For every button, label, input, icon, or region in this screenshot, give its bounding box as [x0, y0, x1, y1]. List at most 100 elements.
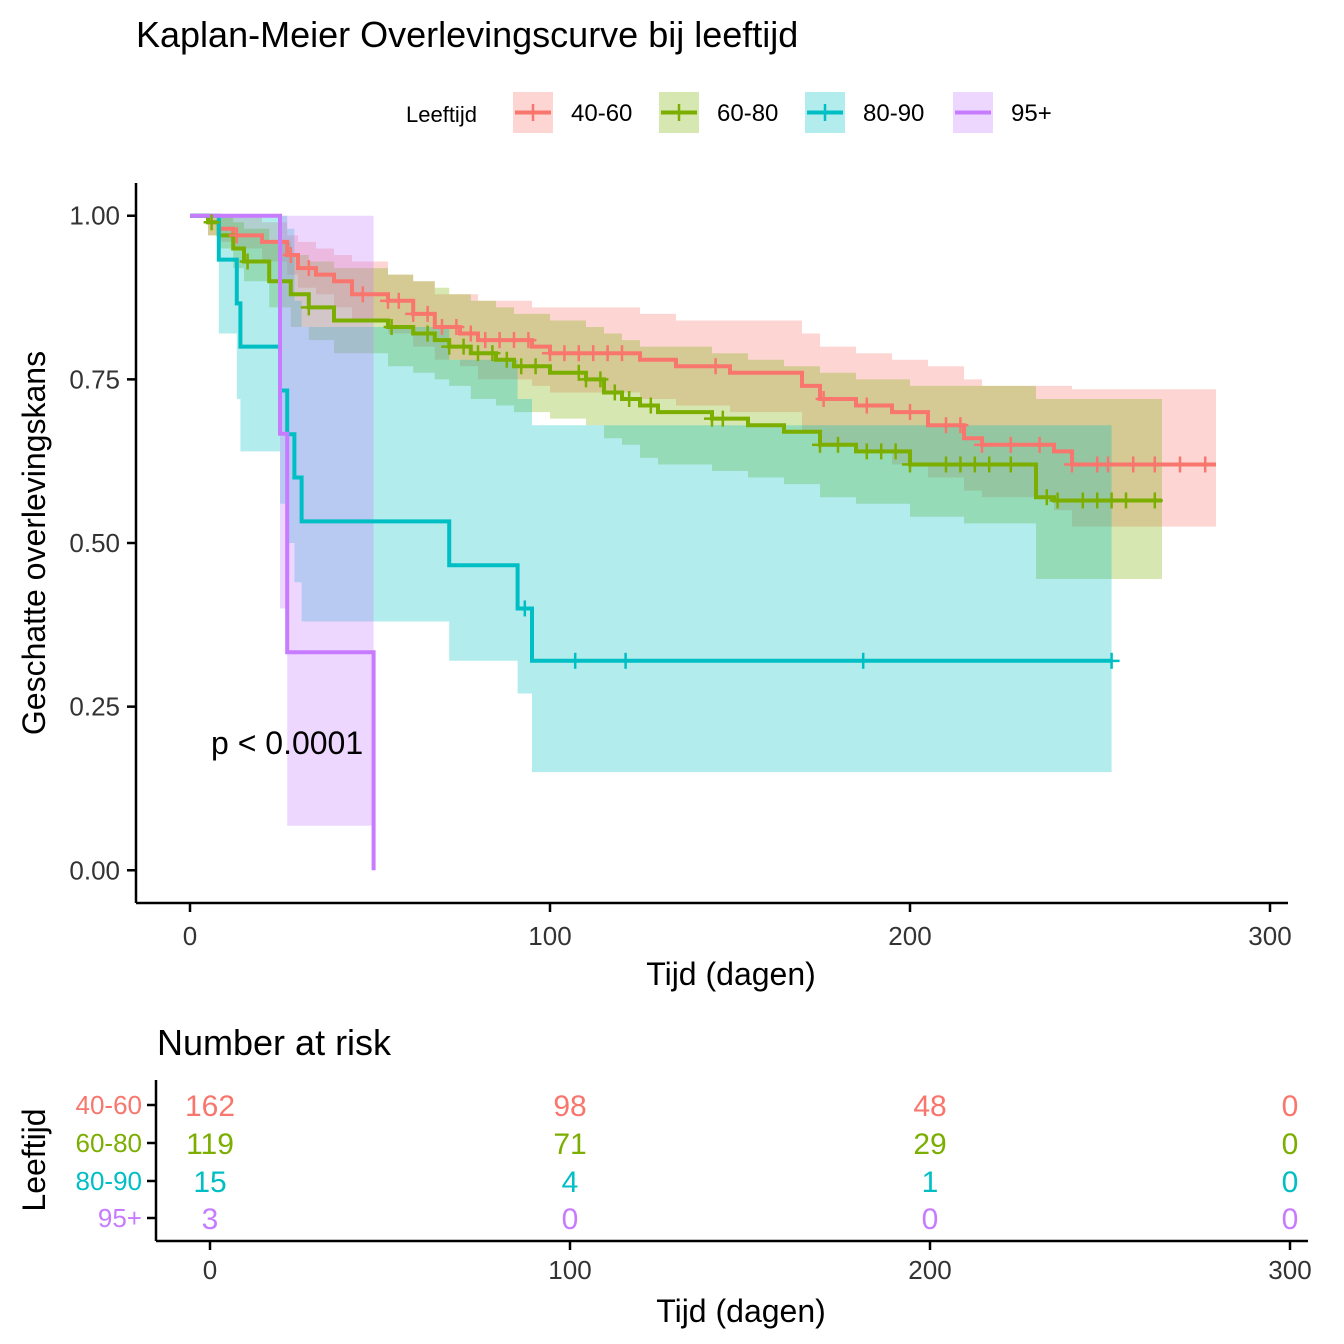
legend-label: 80-90	[863, 100, 924, 127]
risk-row-label: 40-60	[76, 1090, 143, 1120]
risk-cell: 0	[1282, 1166, 1299, 1199]
risk-cell: 0	[922, 1203, 939, 1236]
censor-mark-60-80	[470, 345, 486, 362]
censor-mark-60-80	[858, 443, 875, 460]
risk-cell: 0	[1282, 1128, 1299, 1161]
risk-x-tick-label: 200	[908, 1255, 951, 1285]
censor-mark-60-80	[1049, 492, 1066, 509]
risk-table-title: Number at risk	[157, 1022, 392, 1063]
censor-mark-60-80	[592, 371, 609, 388]
legend-entry: 60-80	[659, 92, 778, 133]
censor-mark-40-60	[1064, 456, 1080, 473]
band-80-90	[190, 215, 1112, 773]
censor-mark-60-80	[902, 456, 918, 473]
y-axis-label: Geschatte overlevingskans	[16, 351, 52, 735]
censor-mark-40-60	[228, 227, 245, 244]
p-value-annotation: p < 0.0001	[211, 725, 363, 761]
censor-mark-60-80	[1038, 489, 1055, 506]
censor-mark-40-60	[434, 319, 450, 335]
censor-mark-40-60	[952, 417, 969, 434]
censor-mark-60-80	[300, 299, 317, 316]
censor-mark-40-60	[902, 404, 918, 421]
censor-marks	[203, 214, 1214, 669]
censor-mark-40-60	[858, 397, 875, 414]
band-40-60	[190, 215, 1216, 527]
censor-mark-40-60	[506, 332, 522, 349]
censor-mark-60-80	[873, 443, 890, 460]
risk-cell: 0	[1282, 1203, 1299, 1236]
censor-mark-60-80	[887, 443, 904, 460]
confidence-bands	[190, 215, 1216, 826]
censor-mark-80-90	[1103, 652, 1120, 669]
censor-mark-60-80	[1103, 492, 1120, 509]
legend: Leeftijd 40-60 60-80 80-90 95+	[406, 92, 1052, 133]
risk-cell: 29	[913, 1128, 946, 1161]
risk-x-tick-label: 300	[1268, 1255, 1311, 1285]
risk-cell: 1	[922, 1166, 939, 1199]
x-tick-label: 0	[183, 921, 197, 951]
censor-mark-80-90	[855, 652, 872, 669]
censor-mark-60-80	[966, 456, 983, 473]
risk-x-ticks: 0 100 200 300	[203, 1241, 1312, 1285]
censor-mark-80-90	[567, 652, 584, 669]
risk-x-tick-label: 100	[548, 1255, 591, 1285]
x-axis-label: Tijd (dagen)	[646, 956, 816, 992]
censor-mark-60-80	[981, 456, 998, 473]
censor-mark-60-80	[383, 319, 400, 335]
risk-cell: 4	[562, 1166, 579, 1199]
legend-entry: 95+	[953, 92, 1052, 133]
censor-mark-60-80	[578, 371, 594, 388]
risk-cell: 71	[553, 1128, 586, 1161]
censor-mark-40-60	[520, 332, 537, 349]
censor-mark-60-80	[1146, 492, 1163, 509]
censor-mark-40-60	[614, 345, 630, 362]
x-ticks: 0 100 200 300	[183, 903, 1292, 951]
censor-mark-60-80	[642, 397, 659, 414]
censor-mark-60-80	[203, 214, 220, 231]
censor-mark-60-80	[455, 338, 472, 355]
censor-mark-60-80	[527, 358, 544, 375]
censor-mark-60-80	[1074, 492, 1091, 509]
censor-mark-60-80	[484, 345, 501, 362]
risk-table: 40-60 162 98 48 0 60-80 119 71 29 0 80-90 15 4 1 0 95+ 3…	[76, 1090, 1299, 1236]
censor-mark-60-80	[952, 456, 969, 473]
x-tick-label: 300	[1248, 921, 1291, 951]
risk-x-tick-label: 0	[203, 1255, 217, 1285]
censor-mark-80-90	[617, 652, 634, 669]
x-tick-label: 100	[528, 921, 571, 951]
censor-mark-40-60	[1125, 456, 1142, 473]
censor-mark-40-60	[938, 417, 954, 434]
censor-mark-40-60	[1002, 436, 1019, 453]
censor-mark-60-80	[441, 338, 458, 355]
censor-mark-60-80	[513, 358, 530, 375]
x-tick-label: 200	[888, 921, 931, 951]
legend-entry: 80-90	[805, 92, 924, 133]
censor-mark-60-80	[1089, 492, 1106, 509]
censor-mark-60-80	[830, 436, 846, 453]
censor-mark-40-60	[390, 292, 407, 309]
y-tick-label: 0.00	[69, 855, 120, 885]
y-tick-label: 0.75	[69, 364, 120, 394]
risk-row-label: 95+	[98, 1203, 142, 1233]
censor-mark-40-60	[1100, 456, 1116, 473]
risk-axes	[154, 1080, 1308, 1243]
y-tick-label: 1.00	[69, 201, 120, 231]
chart-title: Kaplan-Meier Overlevingscurve bij leefti…	[136, 14, 798, 55]
censor-mark-40-60	[491, 332, 508, 349]
y-tick-label: 0.25	[69, 692, 120, 722]
censor-mark-40-60	[282, 247, 299, 263]
risk-cell: 3	[202, 1203, 219, 1236]
censor-mark-60-80	[1002, 456, 1019, 473]
legend-label: 95+	[1011, 100, 1052, 127]
risk-cell: 48	[913, 1090, 946, 1123]
legend-label: 40-60	[571, 100, 632, 127]
legend-title: Leeftijd	[406, 102, 477, 127]
censor-mark-40-60	[599, 345, 616, 362]
censor-mark-60-80	[812, 436, 828, 453]
censor-mark-80-90	[516, 600, 533, 617]
risk-cell: 98	[553, 1090, 586, 1123]
censor-mark-60-80	[714, 410, 731, 427]
censor-mark-60-80	[498, 351, 515, 368]
censor-mark-60-80	[938, 456, 954, 473]
risk-y-axis-label: Leeftijd	[16, 1108, 52, 1211]
